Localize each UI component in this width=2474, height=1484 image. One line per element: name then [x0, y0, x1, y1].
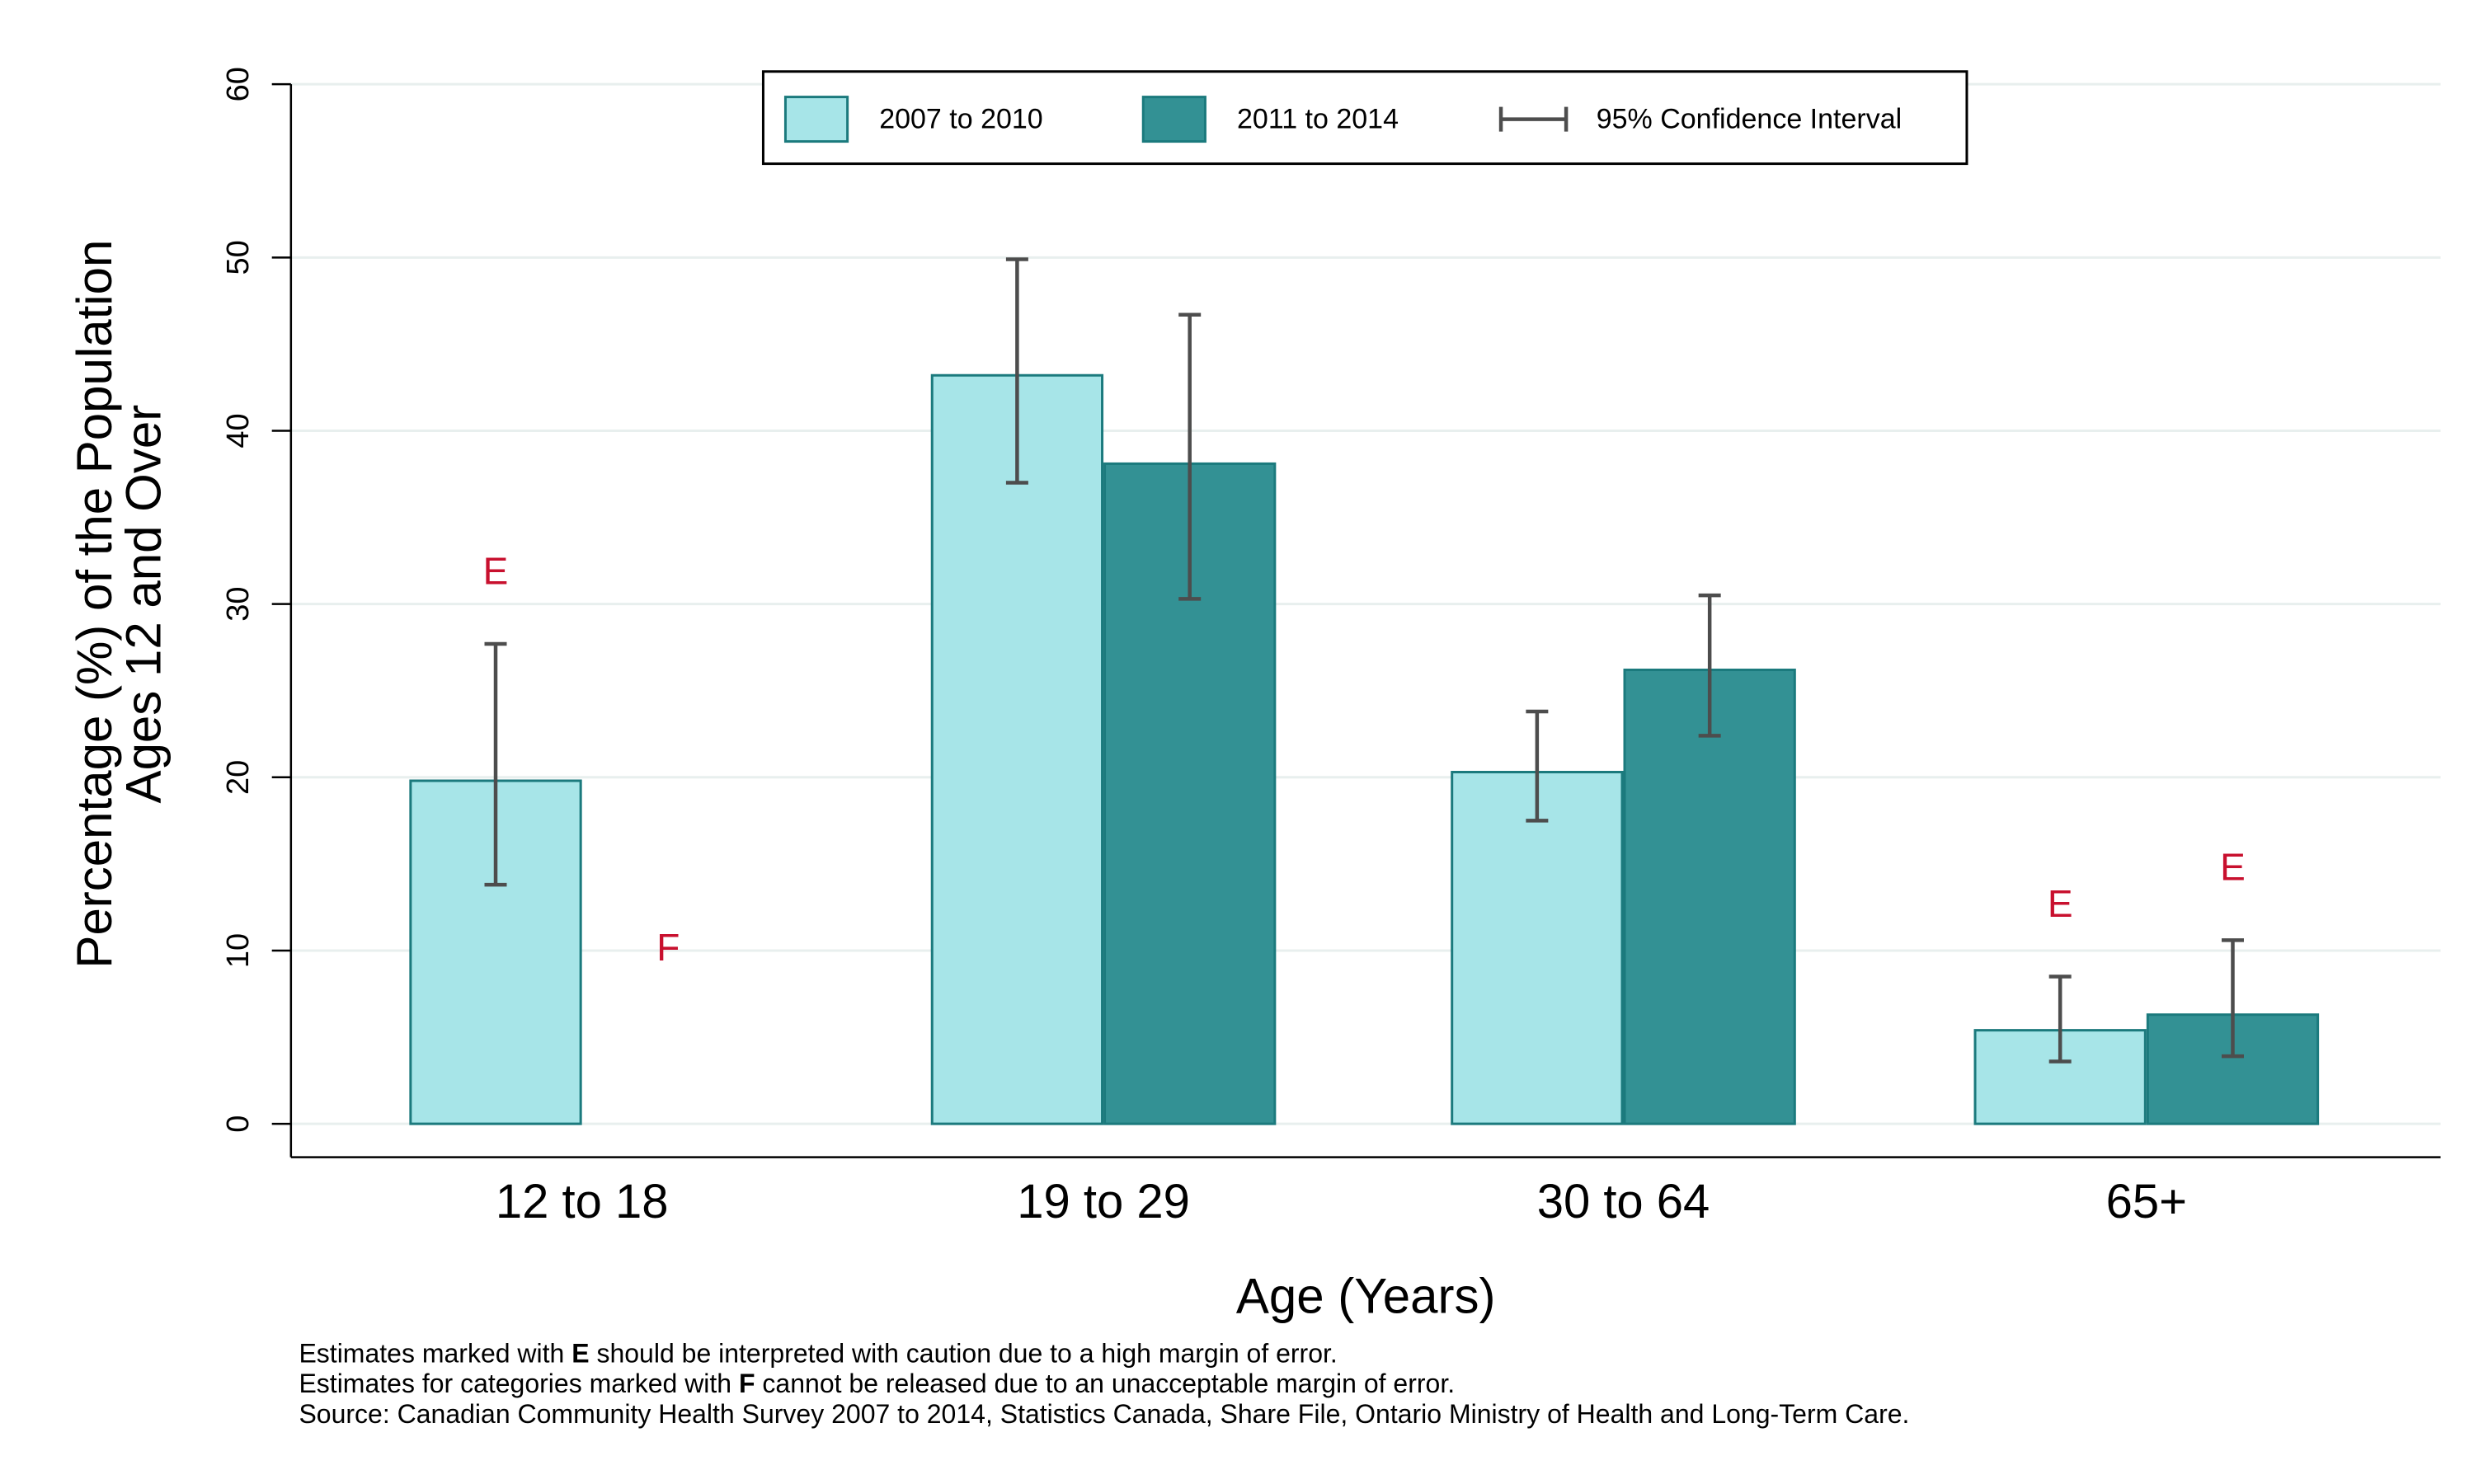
footnote-text: Estimates marked with — [299, 1339, 571, 1369]
y-tick-label: 40 — [221, 413, 256, 448]
y-tick-label: 50 — [221, 240, 256, 275]
y-axis-title: Ages 12 and Over — [116, 405, 172, 804]
x-tick-label: 30 to 64 — [1537, 1175, 1710, 1228]
y-tick-label: 20 — [221, 760, 256, 795]
footnote: Estimates for categories marked with F c… — [299, 1369, 1455, 1399]
axes-layer: 0 10 20 30 40 50 60 12 to 18 19 to 29 30 to 64 65+… — [67, 67, 2441, 1324]
grid-layer — [290, 82, 2441, 1125]
x-tick-label: 12 to 18 — [496, 1175, 669, 1228]
legend-label: 95% Confidence Interval — [1597, 104, 1902, 135]
x-tick-label: 65+ — [2106, 1175, 2187, 1228]
footnote-text: Source: Canadian Community Health Survey… — [299, 1399, 1909, 1429]
notes: Estimates marked with E should be interp… — [299, 1339, 1909, 1429]
footnote: Source: Canadian Community Health Survey… — [299, 1399, 1909, 1429]
y-tick-label: 30 — [221, 587, 256, 622]
bars-layer: E F E E — [409, 257, 2320, 1125]
bar — [930, 373, 1104, 1125]
legend-label: 2007 to 2010 — [879, 104, 1043, 135]
footnote-text: cannot be released due to an unacceptabl… — [755, 1369, 1456, 1399]
legend-box — [761, 70, 1968, 166]
estimate-flag: E — [2220, 846, 2246, 889]
y-tick-label: 0 — [221, 1115, 256, 1133]
footnote-text: Estimates for categories marked with — [299, 1369, 739, 1399]
legend: 2007 to 2010 2011 to 2014 95% Confidence I… — [761, 70, 1968, 166]
x-tick-label: 19 to 29 — [1017, 1175, 1190, 1228]
footnote-flag: E — [571, 1339, 589, 1369]
footnote-text: should be interpreted with caution due t… — [590, 1339, 1338, 1369]
footnote-flag: F — [739, 1369, 755, 1399]
estimate-flag: E — [2048, 882, 2073, 925]
y-tick-label: 60 — [221, 67, 256, 101]
legend-swatch — [783, 96, 849, 143]
bar — [1623, 669, 1796, 1125]
estimate-flag: E — [483, 549, 509, 592]
legend-swatch — [1141, 96, 1206, 143]
x-axis-title: Age (Years) — [1236, 1269, 1496, 1324]
footnote: Estimates marked with E should be interp… — [299, 1339, 1337, 1369]
bar — [1451, 770, 1624, 1125]
y-axis-title: Percentage (%) of the Population — [67, 240, 122, 969]
estimate-flag: F — [656, 926, 680, 969]
y-tick-label: 10 — [221, 933, 256, 968]
legend-label: 2011 to 2014 — [1237, 104, 1399, 135]
